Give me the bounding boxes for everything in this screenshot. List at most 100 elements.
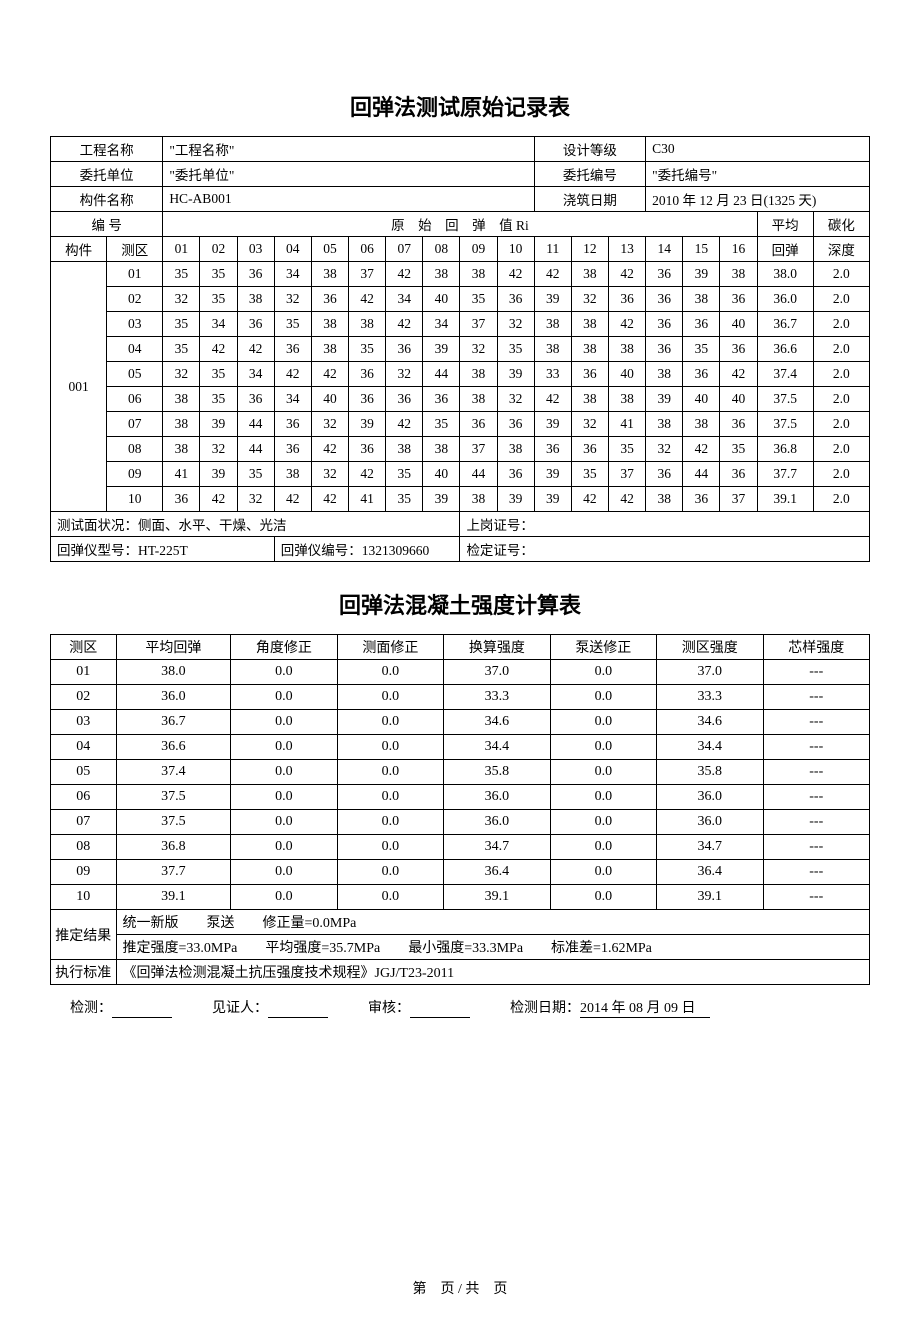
value-cell: 32 [311,462,348,487]
avg-cell: 37.4 [757,362,813,387]
value-cell: 36 [646,312,683,337]
value-cell: 38 [497,437,534,462]
value-cell: 36 [720,412,757,437]
raw-record-table: 工程名称 "工程名称" 设计等级 C30 委托单位 "委托单位" 委托编号 "委… [50,136,870,562]
t2-cell: 0.0 [337,835,443,860]
t2-cell: 36.0 [657,785,763,810]
value-cell: 39 [423,487,460,512]
t2-cell: --- [763,685,869,710]
t2-cell: 0.0 [337,735,443,760]
value-cell: 42 [386,262,423,287]
value-cell: 38 [163,387,200,412]
t2-cell: 0.0 [231,685,337,710]
t2-cell: 0.0 [550,810,656,835]
value-cell: 35 [237,462,274,487]
value-cell: 38 [534,312,571,337]
value-cell: 36 [386,387,423,412]
std-text: 《回弹法检测混凝土抗压强度技术规程》JGJ/T23-2011 [116,960,869,985]
t2-cell: 0.0 [337,785,443,810]
t2-cell: --- [763,660,869,685]
col-02: 02 [200,237,237,262]
pingjun-label: 平均 [757,212,813,237]
value-cell: 38 [274,462,311,487]
col-15: 15 [683,237,720,262]
t2-cell: 0.0 [337,810,443,835]
value-cell: 36 [497,462,534,487]
value-cell: 36 [274,437,311,462]
t2-cell: 0.0 [231,785,337,810]
value-cell: 38 [683,412,720,437]
yuanshi-label: 原 始 回 弹 值 Ri [163,212,757,237]
depth-cell: 2.0 [813,387,869,412]
value-cell: 36 [609,287,646,312]
consign-no-label: 委托编号 [534,162,645,187]
depth-cell: 2.0 [813,437,869,462]
value-cell: 42 [683,437,720,462]
depth-cell: 2.0 [813,312,869,337]
t2-cell: 39.1 [657,885,763,910]
design-grade: C30 [646,137,870,162]
value-cell: 32 [386,362,423,387]
value-cell: 36 [349,437,386,462]
tanhua-label: 碳化 [813,212,869,237]
t2-cell: 0.0 [337,660,443,685]
value-cell: 44 [237,412,274,437]
t2-cell: 0.0 [550,835,656,860]
col-04: 04 [274,237,311,262]
avg-cell: 37.5 [757,412,813,437]
t2-cell: 34.6 [657,710,763,735]
zone-04: 04 [107,337,163,362]
signature-row: 检测： 见证人： 审核： 检测日期：2014 年 08 月 09 日 [50,997,870,1018]
value-cell: 39 [683,262,720,287]
t2-cell: 39.1 [444,885,550,910]
value-cell: 42 [311,487,348,512]
component-id: 001 [51,262,107,512]
t2-cell: --- [763,735,869,760]
value-cell: 42 [609,487,646,512]
badge-no: 上岗证号： [460,512,870,537]
value-cell: 36 [349,387,386,412]
value-cell: 36 [497,412,534,437]
col-03: 03 [237,237,274,262]
t2-cell: 0.0 [550,685,656,710]
value-cell: 32 [200,437,237,462]
t2-cell: 0.0 [550,660,656,685]
value-cell: 36 [534,437,571,462]
t2-cell: 36.0 [444,785,550,810]
t2-col: 泵送修正 [550,635,656,660]
value-cell: 36 [683,312,720,337]
result-line1: 统一新版 泵送 修正量=0.0MPa [116,910,869,935]
title2: 回弹法混凝土强度计算表 [50,588,870,620]
t2-cell: 0.0 [231,660,337,685]
col-07: 07 [386,237,423,262]
sig-date: 2014 年 08 月 09 日 [580,997,710,1018]
col-14: 14 [646,237,683,262]
page-footer: 第 页 / 共 页 [50,1278,870,1298]
t2-cell: 36.4 [444,860,550,885]
value-cell: 32 [497,312,534,337]
t2-cell: 34.4 [657,735,763,760]
t2-cell: 0.0 [231,760,337,785]
value-cell: 34 [200,312,237,337]
value-cell: 38 [609,387,646,412]
value-cell: 39 [497,487,534,512]
value-cell: 40 [683,387,720,412]
result-line2: 推定强度=33.0MPa 平均强度=35.7MPa 最小强度=33.3MPa 标… [116,935,869,960]
goujian-label: 构件 [51,237,107,262]
value-cell: 42 [200,337,237,362]
sig-jiance: 检测： [70,1001,112,1016]
value-cell: 32 [571,287,608,312]
t2-cell: 0.0 [337,685,443,710]
value-cell: 38 [571,262,608,287]
bianhao-label: 编 号 [51,212,163,237]
value-cell: 38 [571,312,608,337]
value-cell: 36 [646,287,683,312]
t2-col: 换算强度 [444,635,550,660]
t2-cell: 0.0 [231,860,337,885]
value-cell: 32 [274,287,311,312]
cequ-label: 测区 [107,237,163,262]
value-cell: 35 [386,487,423,512]
t2-col: 平均回弹 [116,635,231,660]
value-cell: 38 [423,262,460,287]
value-cell: 42 [571,487,608,512]
